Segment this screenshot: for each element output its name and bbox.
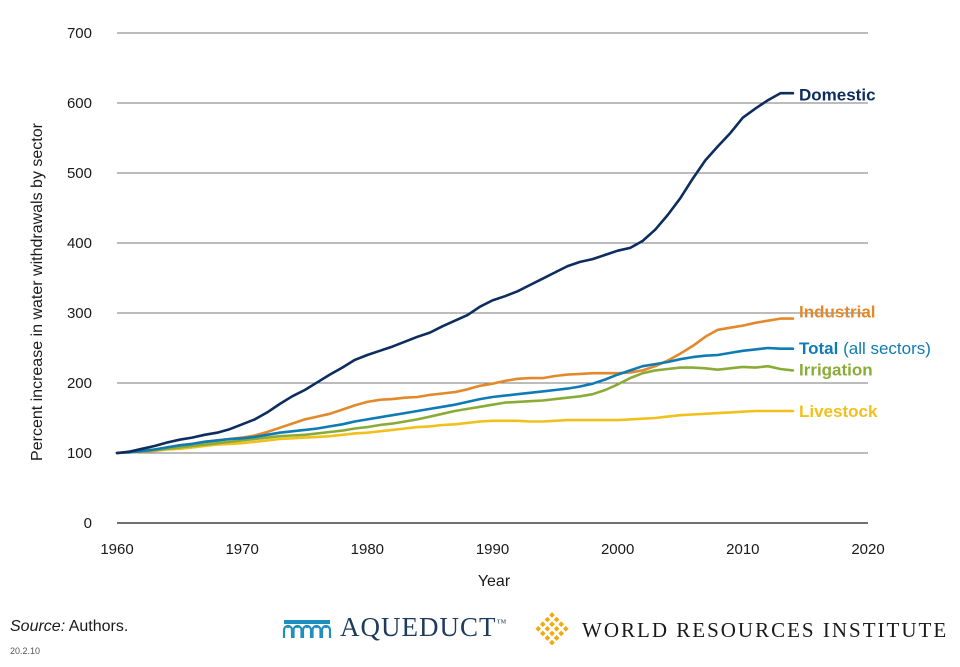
- aqueduct-icon-dot: [286, 624, 290, 628]
- wri-icon-cell: [558, 621, 565, 628]
- series-label-sub: (all sectors): [838, 339, 931, 358]
- wri-icon-cell: [562, 625, 569, 632]
- series-line-irrigation: [115, 364, 795, 455]
- series-label-irrigation: Irrigation: [799, 361, 873, 380]
- source-label: Source:: [10, 618, 66, 635]
- trademark: ™: [496, 618, 508, 629]
- aqueduct-name: AQUEDUCT: [340, 612, 497, 642]
- source-note: Source: Authors.: [10, 618, 128, 636]
- series-label-name: Irrigation: [799, 361, 873, 380]
- x-tick-label: 2010: [726, 541, 759, 558]
- y-tick-label: 700: [67, 25, 92, 42]
- series-label-name: Livestock: [799, 402, 878, 421]
- series-label-name: Industrial: [799, 303, 876, 322]
- source-text: Authors.: [65, 618, 129, 635]
- y-tick-label: 300: [67, 305, 92, 322]
- series-label-name: Domestic: [799, 86, 876, 105]
- wri-icon-cell: [558, 630, 565, 637]
- y-tick-label: 200: [67, 375, 92, 392]
- aqueduct-icon-dot: [314, 624, 319, 628]
- wri-icon-cell: [544, 625, 551, 632]
- y-tick-label: 500: [67, 165, 92, 182]
- series-labels: Domestic Industrial Total (all sectors) Irr…: [799, 86, 931, 421]
- aqueduct-icon-dot: [295, 624, 300, 628]
- y-tick-labels: 0 100 200 300 400 500 600 700: [67, 25, 92, 532]
- series-label-total: Total (all sectors): [799, 339, 931, 358]
- x-tick-labels: 1960 1970 1980 1990 2000 2010 2020: [100, 541, 884, 558]
- aqueduct-icon-dot: [305, 624, 309, 628]
- aqueduct-logo: AQUEDUCT™: [282, 612, 507, 643]
- wri-icon-cell: [535, 625, 542, 632]
- gridlines: [117, 32, 868, 524]
- wri-icon-cell: [539, 621, 546, 628]
- y-axis-title: Percent increase in water withdrawals by…: [29, 122, 46, 461]
- series-line-livestock: [115, 409, 795, 455]
- wri-icon-cell: [544, 616, 551, 623]
- x-tick-label: 2000: [601, 541, 634, 558]
- y-tick-label: 600: [67, 95, 92, 112]
- series-label-name: Total: [799, 339, 838, 358]
- wri-icon-cell: [549, 639, 555, 646]
- wri-icon-cell: [553, 635, 560, 641]
- wri-icon-cell: [549, 612, 555, 618]
- y-tick-label: 400: [67, 235, 92, 252]
- x-tick-label: 1960: [100, 541, 133, 558]
- wri-icon-cell: [549, 630, 555, 637]
- wri-wordmark: WORLD RESOURCES INSTITUTE: [582, 617, 949, 642]
- wri-logo: WORLD RESOURCES INSTITUTE: [532, 610, 948, 650]
- x-tick-label: 2020: [851, 541, 884, 558]
- x-axis-title: Year: [478, 573, 511, 590]
- wri-icon: [535, 612, 569, 646]
- x-tick-label: 1980: [351, 541, 384, 558]
- series-line-total: [115, 346, 795, 455]
- series-lines: [115, 91, 795, 455]
- wri-icon-cell: [539, 630, 546, 637]
- y-tick-label: 0: [84, 515, 92, 532]
- series-label-industrial: Industrial: [799, 303, 876, 322]
- aqueduct-wordmark: AQUEDUCT™: [340, 612, 507, 643]
- x-tick-label: 1990: [476, 541, 509, 558]
- line-chart: 0 100 200 300 400 500 600 700 1960 1970 1980 1990 2…: [29, 25, 931, 590]
- wri-icon-cell: [553, 625, 560, 632]
- aqueduct-icon-deck: [284, 619, 330, 624]
- series-label-livestock: Livestock: [799, 402, 878, 421]
- series-line-domestic: [115, 91, 795, 455]
- y-tick-label: 100: [67, 445, 92, 462]
- wri-icon-cell: [549, 621, 555, 628]
- aqueduct-icon-dot: [324, 624, 328, 628]
- x-tick-label: 1970: [225, 541, 258, 558]
- wri-icon-cell: [553, 616, 560, 623]
- series-label-domestic: Domestic: [799, 86, 876, 105]
- figure-code: 20.2.10: [10, 646, 41, 656]
- aqueduct-icon: [282, 619, 332, 638]
- wri-icon-cell: [544, 635, 551, 641]
